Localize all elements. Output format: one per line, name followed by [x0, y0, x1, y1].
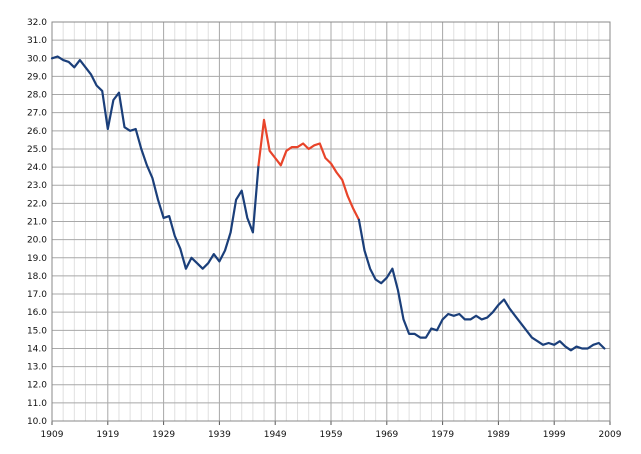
y-tick-label: 16.0 [27, 308, 47, 318]
y-tick-label: 10.0 [27, 417, 47, 427]
x-tick-label: 1989 [487, 430, 510, 440]
y-tick-label: 20.0 [27, 236, 47, 246]
x-tick-label: 1929 [152, 430, 175, 440]
y-tick-label: 32.0 [27, 18, 47, 28]
series-group [50, 55, 606, 352]
y-tick-label: 29.0 [27, 72, 47, 82]
x-tick-label: 1969 [375, 430, 398, 440]
x-tick-label: 1979 [431, 430, 454, 440]
y-tick-label: 28.0 [27, 91, 47, 101]
y-tick-label: 22.0 [27, 199, 47, 209]
y-tick-label: 23.0 [27, 181, 47, 191]
x-tick-label: 1919 [96, 430, 119, 440]
series-line-2 [257, 118, 360, 221]
y-tick-label: 27.0 [27, 109, 47, 119]
grid [51, 21, 611, 422]
axes [51, 21, 611, 425]
x-tick-label: 1909 [41, 430, 64, 440]
y-tick-label: 21.0 [27, 218, 47, 228]
y-tick-label: 11.0 [27, 399, 47, 409]
x-tick-label: 1939 [208, 430, 231, 440]
y-tick-label: 14.0 [27, 344, 47, 354]
y-tick-label: 13.0 [27, 363, 47, 373]
y-tick-label: 26.0 [27, 127, 47, 137]
y-tick-label: 25.0 [27, 145, 47, 155]
tick-labels: 10.0 11.0 12.0 13.0 14.0 15.0 16.0 17.0 18.0 19.0… [27, 18, 622, 440]
plot-frame [51, 21, 611, 422]
y-tick-label: 24.0 [27, 163, 47, 173]
x-tick-label: 1999 [543, 430, 566, 440]
y-tick-label: 31.0 [27, 36, 47, 46]
series-line-3 [357, 218, 606, 352]
y-tick-label: 30.0 [27, 54, 47, 64]
x-tick-label: 1949 [264, 430, 287, 440]
y-tick-label: 15.0 [27, 326, 47, 336]
y-tick-label: 19.0 [27, 254, 47, 264]
x-tick-label: 1959 [320, 430, 343, 440]
x-tick-label: 2009 [599, 430, 622, 440]
y-tick-label: 12.0 [27, 381, 47, 391]
y-tick-label: 17.0 [27, 290, 47, 300]
y-tick-label: 18.0 [27, 272, 47, 282]
series-line-1 [50, 55, 260, 270]
